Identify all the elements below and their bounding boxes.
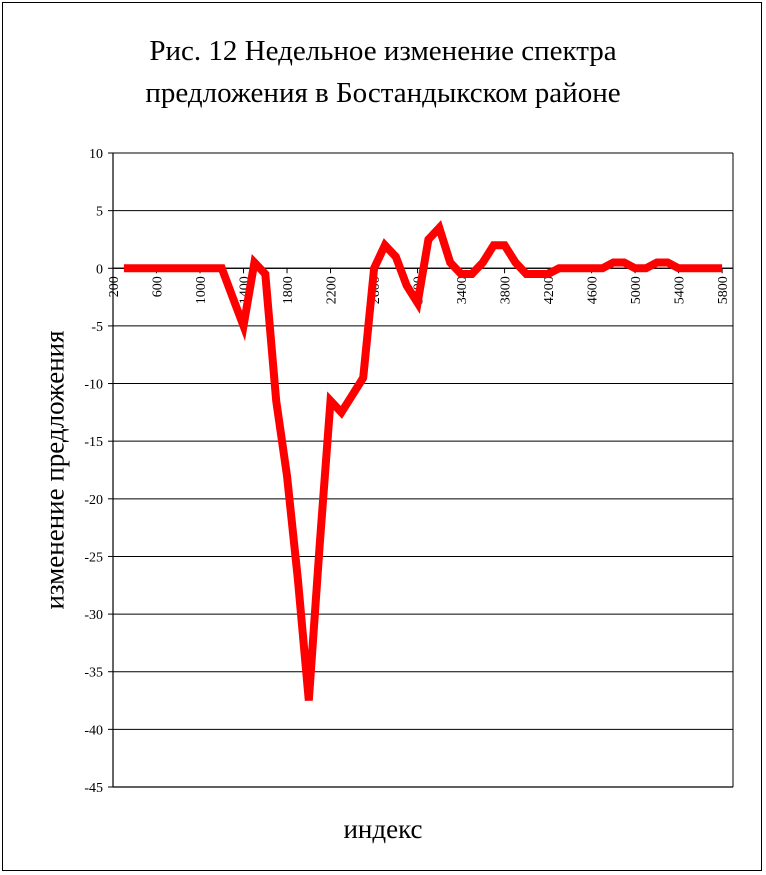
- data-point: [276, 400, 277, 401]
- data-point: [406, 285, 407, 286]
- data-point: [232, 297, 233, 298]
- data-point: [221, 268, 222, 269]
- x-tick-label: 2200: [325, 276, 340, 304]
- x-axis-label: индекс: [343, 814, 423, 844]
- x-tick-label: 1800: [281, 276, 296, 304]
- y-tick-label: -45: [84, 781, 103, 796]
- x-tick-label: 5800: [716, 276, 731, 304]
- data-point: [613, 262, 614, 263]
- data-point: [558, 268, 559, 269]
- data-point: [189, 268, 190, 269]
- data-point: [569, 268, 570, 269]
- data-point: [700, 268, 701, 269]
- data-point: [341, 412, 342, 413]
- data-point: [635, 268, 636, 269]
- data-point: [602, 268, 603, 269]
- data-point: [352, 395, 353, 396]
- y-tick-label: 10: [89, 147, 103, 162]
- data-point: [178, 268, 179, 269]
- data-point: [145, 268, 146, 269]
- data-point: [243, 325, 244, 326]
- data-point: [319, 544, 320, 545]
- data-point: [678, 268, 679, 269]
- data-point: [287, 475, 288, 476]
- y-tick-label: -5: [91, 320, 103, 335]
- data-point: [156, 268, 157, 269]
- data-point: [689, 268, 690, 269]
- data-point: [200, 268, 201, 269]
- x-tick-label: 4600: [586, 276, 601, 304]
- data-point: [526, 274, 527, 275]
- y-tick-label: -15: [84, 435, 103, 450]
- chart-title-line-1: Рис. 12 Недельное изменение спектра: [149, 35, 617, 67]
- data-point: [656, 262, 657, 263]
- data-point: [645, 268, 646, 269]
- data-point: [515, 262, 516, 263]
- data-point: [384, 245, 385, 246]
- data-point: [428, 239, 429, 240]
- data-point: [395, 256, 396, 257]
- y-tick-label: -25: [84, 550, 103, 565]
- data-point: [374, 268, 375, 269]
- x-tick-label: 3800: [499, 276, 514, 304]
- x-tick-label: 3400: [455, 276, 470, 304]
- data-point: [450, 262, 451, 263]
- y-tick-label: -40: [84, 723, 103, 738]
- y-tick-label: -30: [84, 608, 103, 623]
- data-point: [167, 268, 168, 269]
- data-point: [363, 377, 364, 378]
- data-point: [624, 262, 625, 263]
- data-point: [417, 302, 418, 303]
- chart-title: Рис. 12 Недельное изменение спектра пред…: [0, 30, 766, 114]
- data-point: [123, 268, 124, 269]
- data-point: [308, 700, 309, 701]
- y-tick-label: -35: [84, 666, 103, 681]
- chart-title-line-2: предложения в Бостандыкском районе: [145, 77, 621, 109]
- data-point: [537, 274, 538, 275]
- data-point: [580, 268, 581, 269]
- data-point: [330, 400, 331, 401]
- x-tick-label: 4200: [542, 276, 557, 304]
- x-tick-label: 200: [107, 276, 122, 297]
- data-point: [254, 262, 255, 263]
- series-line-0: [123, 220, 723, 701]
- y-tick-label: 0: [96, 262, 103, 277]
- data-point: [548, 274, 549, 275]
- x-tick-label: 1000: [194, 276, 209, 304]
- data-point: [667, 262, 668, 263]
- data-point: [711, 268, 712, 269]
- data-point: [591, 268, 592, 269]
- data-point: [461, 274, 462, 275]
- data-point: [297, 579, 298, 580]
- x-tick-label: 5400: [673, 276, 688, 304]
- data-point: [210, 268, 211, 269]
- data-point: [482, 262, 483, 263]
- data-point: [504, 245, 505, 246]
- data-point: [134, 268, 135, 269]
- y-tick-label: 5: [96, 205, 103, 220]
- data-point: [722, 268, 723, 269]
- data-point: [471, 274, 472, 275]
- y-tick-label: -20: [84, 493, 103, 508]
- data-point: [439, 227, 440, 228]
- data-point: [265, 274, 266, 275]
- x-tick-label: 5000: [629, 276, 644, 304]
- data-point: [493, 245, 494, 246]
- x-tick-label: 600: [151, 276, 166, 297]
- y-tick-label: -10: [84, 378, 103, 393]
